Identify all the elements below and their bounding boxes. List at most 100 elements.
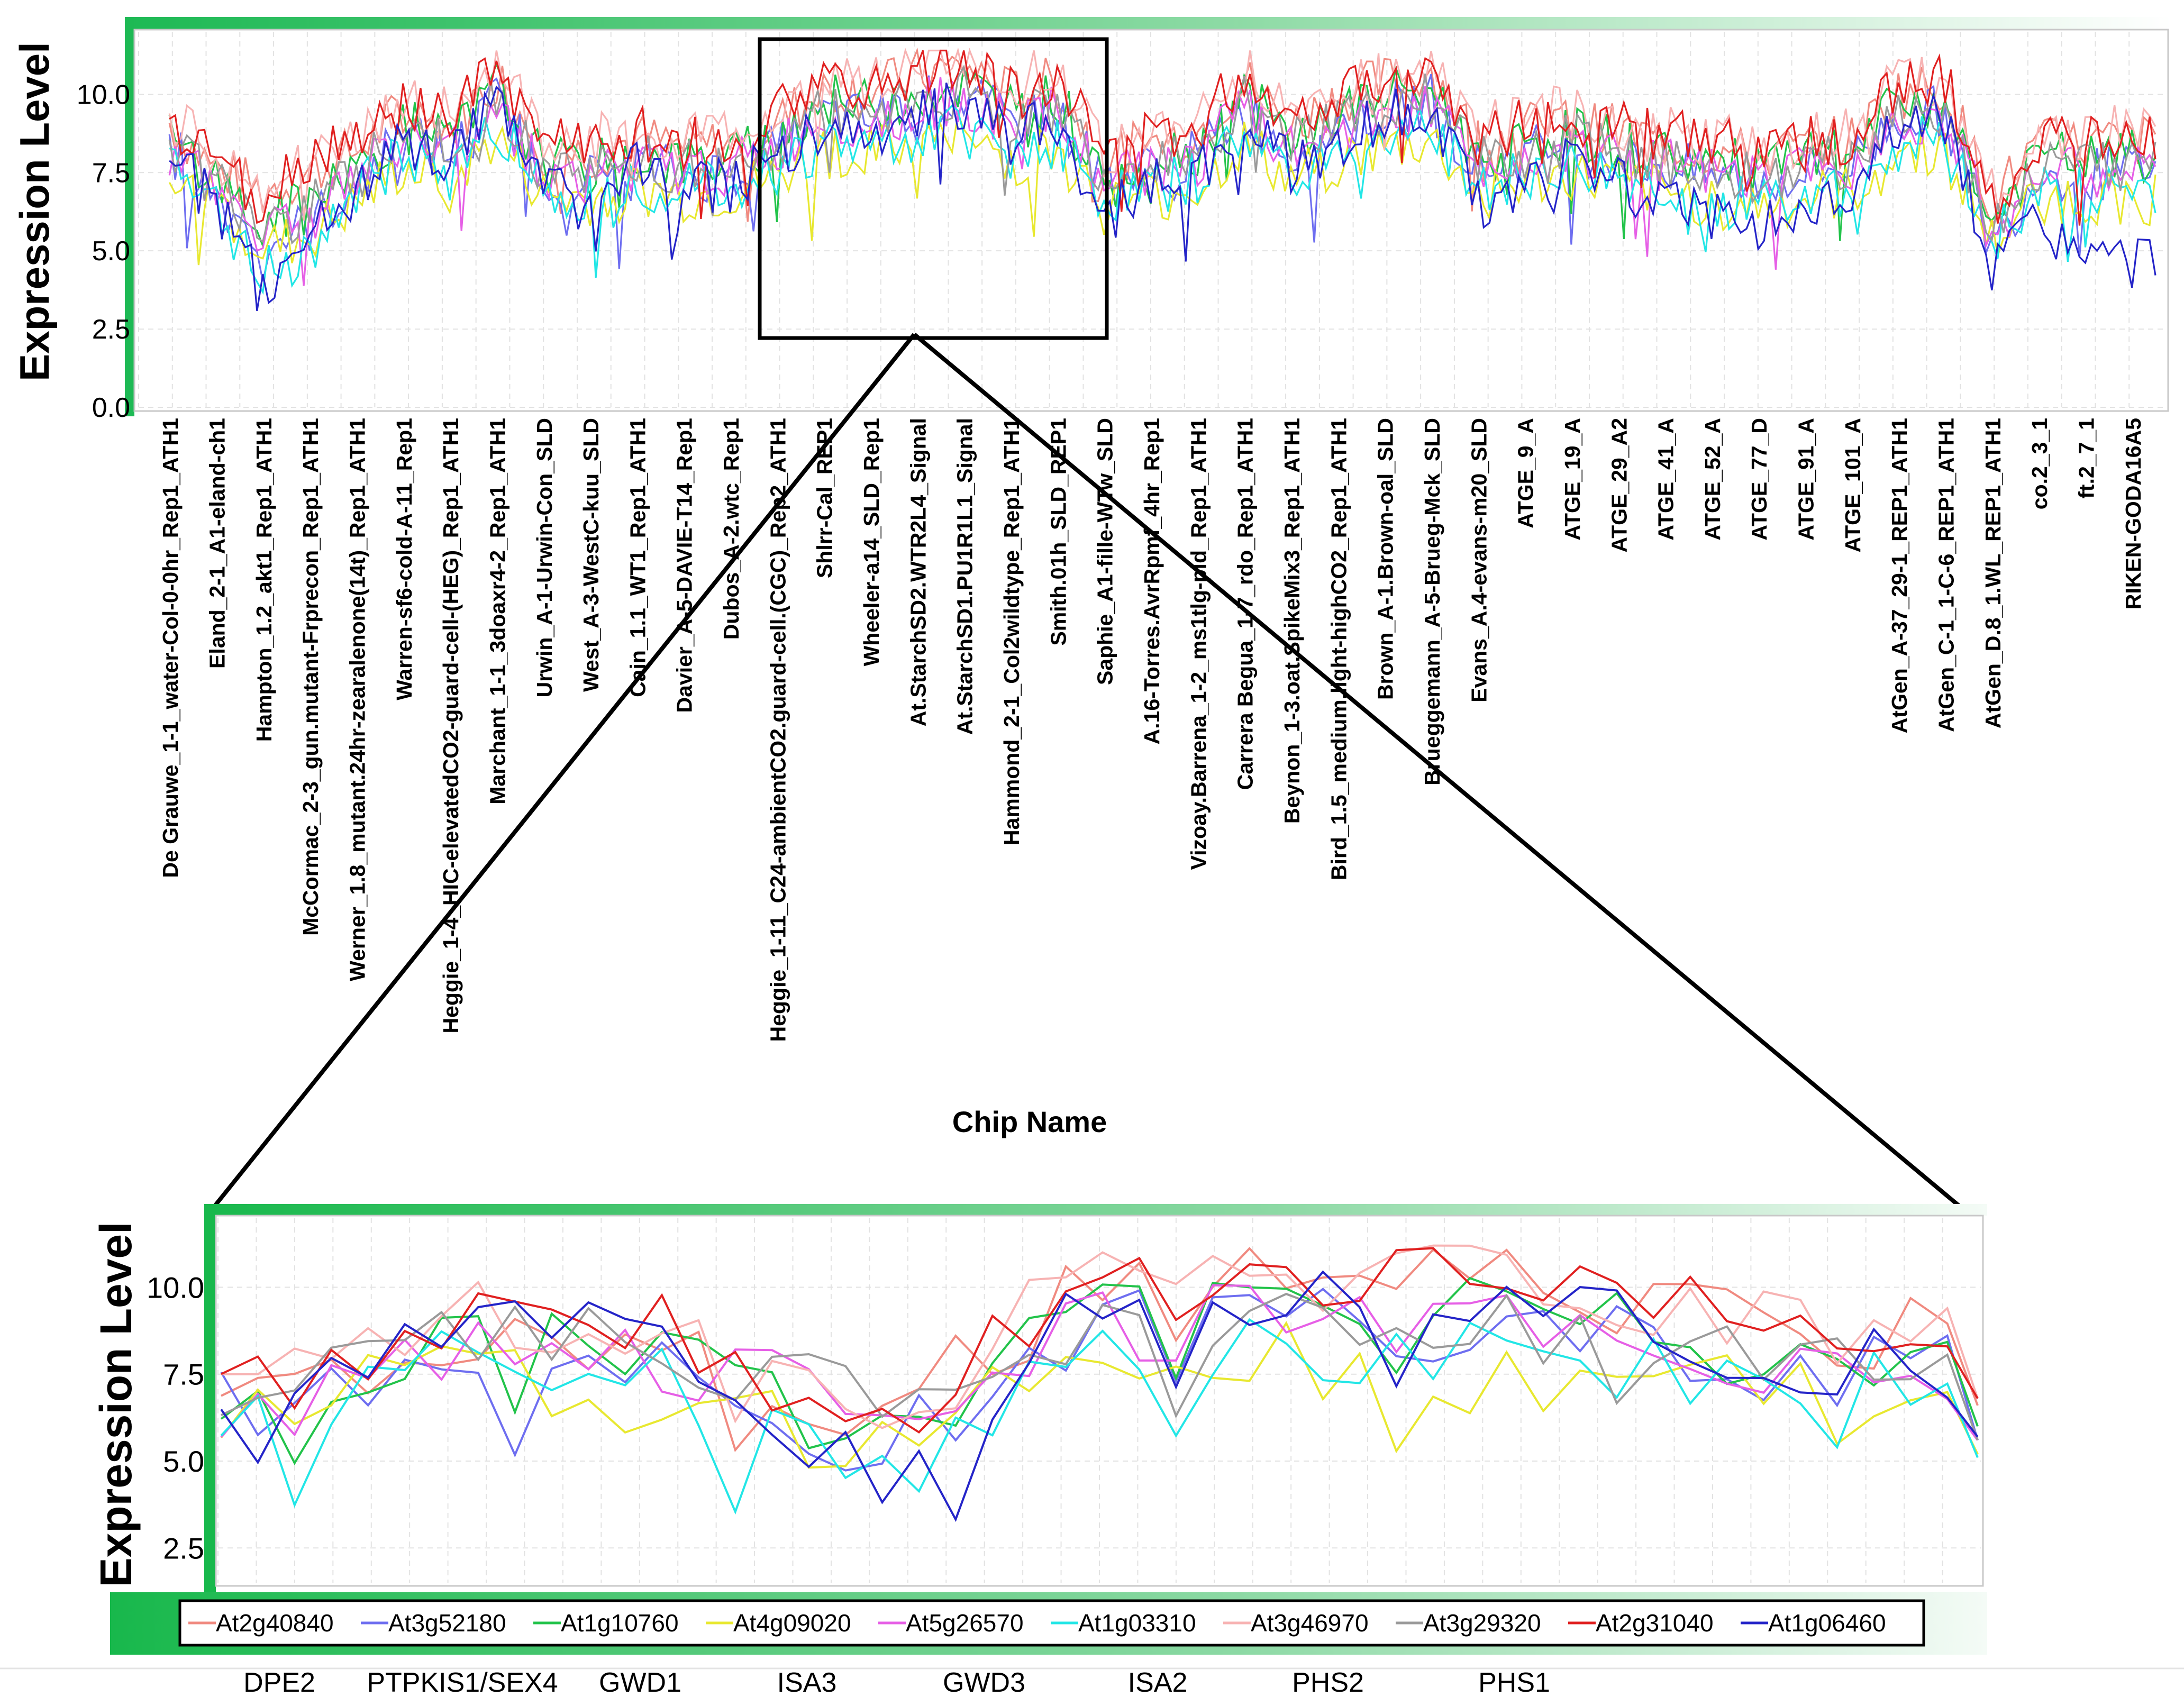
x-tick-label: co.2_3_1 bbox=[2027, 418, 2052, 509]
x-tick-label: Dubos_A-2.wtc_Rep1 bbox=[719, 418, 743, 640]
legend-label: At3g29320 bbox=[1423, 1609, 1541, 1637]
top-chart-frame bbox=[125, 17, 2171, 416]
series-line-At1g03310 bbox=[220, 1318, 1979, 1515]
x-tick-label: Wheeler-a14_SLD_Rep1 bbox=[859, 418, 884, 666]
legend-label: At1g03310 bbox=[1078, 1609, 1196, 1637]
legend-item: At5g26570 bbox=[878, 1609, 1024, 1637]
series-line-At3g46970 bbox=[221, 1244, 1979, 1429]
x-tick-label: Cain_1.1_WT1_Rep1_ATH1 bbox=[625, 418, 650, 697]
y-tick-label: 10.0 bbox=[147, 1271, 204, 1304]
x-tick-label: ATGE_29_A2 bbox=[1607, 418, 1631, 552]
y-tick-label: 2.5 bbox=[92, 314, 130, 345]
x-tick-label: Bird_1.5_medium.light-highCO2_Rep1_ATH1 bbox=[1326, 418, 1351, 880]
series-line-At4g09020 bbox=[168, 113, 2156, 266]
x-tick-label: At.StarchSD2.WTR2L4_Signal bbox=[906, 418, 930, 726]
x-tick-label: McCormac_2-3_gun.mutant-Frprecon_Rep1_AT… bbox=[298, 418, 323, 936]
legend-item: At3g52180 bbox=[361, 1609, 506, 1637]
legend-label: At3g46970 bbox=[1251, 1609, 1369, 1637]
x-tick-label: Eland_2-1_A1-eland-ch1 bbox=[205, 418, 229, 669]
gene-labels: DPE2 PTPKIS1/SEX4 GWD1 ISA3 GWD3 ISA2 PHS2 PHS1 bbox=[243, 1667, 1550, 1697]
legend-label: At2g31040 bbox=[1596, 1609, 1714, 1637]
x-tick-label: Werner_1.8_mutant.24hr-zearalenone(14t)_… bbox=[345, 418, 369, 981]
x-tick-label: Saphie_A1-fille-WTw_SLD bbox=[1093, 418, 1117, 685]
x-tick-label: Heggie_1-11_C24-ambientCO2.guard-cell.(C… bbox=[766, 418, 790, 1042]
legend-label: At4g09020 bbox=[733, 1609, 851, 1637]
top-chart-lines bbox=[168, 47, 2156, 311]
legend-label: At1g06460 bbox=[1768, 1609, 1886, 1637]
legend-label: At3g52180 bbox=[388, 1609, 506, 1637]
series-line-At5g26570 bbox=[220, 1284, 1979, 1441]
legend-label: At2g40840 bbox=[216, 1609, 334, 1637]
y-tick-label: 7.5 bbox=[163, 1358, 204, 1391]
legend-item: At3g29320 bbox=[1396, 1609, 1541, 1637]
x-tick-label: ATGE_9_A bbox=[1514, 418, 1538, 528]
gene-label: ISA3 bbox=[777, 1667, 837, 1697]
gene-label: GWD1 bbox=[599, 1667, 681, 1697]
x-tick-label: AtGen_A-37_29-1_REP1_ATH1 bbox=[1887, 418, 1912, 733]
series-line-At1g06460 bbox=[220, 1270, 1979, 1522]
x-tick-label: Warren-sf6-cold-A-11_Rep1 bbox=[392, 418, 416, 700]
x-tick-label: ATGE_101_A bbox=[1841, 418, 1865, 552]
x-tick-label: Hampton_1.2_akt1_Rep1_ATH1 bbox=[252, 418, 276, 742]
x-tick-label: ATGE_77_D bbox=[1747, 418, 1771, 541]
x-tick-label: AtGen_C-1_1-C-6_REP1_ATH1 bbox=[1934, 418, 1959, 732]
bottom-chart-lines bbox=[220, 1244, 1979, 1522]
top-chart-plot bbox=[138, 32, 2163, 408]
series-line-At1g10760 bbox=[220, 1276, 1979, 1465]
legend-item: At3g46970 bbox=[1223, 1609, 1369, 1637]
bottom-chart-y-axis-label: Expression Level bbox=[91, 1222, 141, 1587]
x-tick-label: ATGE_91_A bbox=[1794, 418, 1818, 541]
gene-label: GWD3 bbox=[943, 1667, 1025, 1697]
top-chart-x-axis-label: Chip Name bbox=[952, 1105, 1107, 1138]
x-tick-label: At.StarchSD1.PU1R1L1_Signal bbox=[953, 418, 977, 735]
y-tick-label: 10.0 bbox=[77, 79, 130, 110]
zoom-selection-box bbox=[758, 37, 1109, 340]
legend: At2g40840 At3g52180 At1g10760 At4g09020 At5g… bbox=[178, 1599, 1925, 1647]
gene-label: PTPKIS1/SEX4 bbox=[367, 1667, 558, 1697]
series-line-At1g06460 bbox=[169, 83, 2156, 311]
bottom-chart-frame bbox=[110, 1204, 1987, 1655]
gene-label: ISA2 bbox=[1128, 1667, 1188, 1697]
top-chart-y-axis-label: Expression Level bbox=[11, 42, 58, 381]
x-tick-label: Davier_A-5-DAVIE-T14_Rep1 bbox=[672, 418, 697, 713]
x-tick-label: ATGE_41_A bbox=[1654, 418, 1678, 541]
series-line-At5g26570 bbox=[168, 77, 2156, 286]
y-tick-label: 5.0 bbox=[163, 1445, 204, 1478]
y-tick-label: 0.0 bbox=[92, 393, 130, 423]
x-tick-label: De Grauwe_1-1_water-Col-0-0hr_Rep1_ATH1 bbox=[158, 418, 183, 878]
x-tick-label: AtGen_D.8_1.WL_REP1_ATH1 bbox=[1981, 418, 2005, 728]
series-line-At2g31040 bbox=[169, 49, 2156, 226]
series-line-At3g29320 bbox=[221, 1292, 1979, 1441]
gene-label: PHS2 bbox=[1292, 1667, 1364, 1697]
series-line-At4g09020 bbox=[220, 1321, 1979, 1469]
top-chart-y-ticks: 0.0 2.5 5.0 7.5 10.0 bbox=[77, 79, 130, 423]
series-line-At3g29320 bbox=[168, 64, 2156, 245]
x-tick-label: A.16-Torres.AvrRpmf_4hr_Rep1 bbox=[1140, 418, 1164, 744]
y-tick-label: 5.0 bbox=[92, 236, 130, 267]
x-tick-label: Hammond_2-1_Col2wildtype_Rep1_ATH1 bbox=[999, 418, 1024, 845]
gene-label: DPE2 bbox=[243, 1667, 315, 1697]
top-chart-x-tick-labels: De Grauwe_1-1_water-Col-0-0hr_Rep1_ATH1 E… bbox=[158, 418, 2145, 1042]
y-tick-label: 2.5 bbox=[163, 1531, 204, 1565]
legend-item: At4g09020 bbox=[706, 1609, 851, 1637]
x-tick-label: RIKEN-GODA16A5 bbox=[2121, 418, 2145, 609]
x-tick-label: Shlrr-Cal_REP1 bbox=[813, 418, 837, 578]
x-tick-label: Heggie_1-4_HIC-elevatedCO2-guard-cell-(H… bbox=[439, 418, 463, 1034]
x-tick-label: Evans_A.4-evans-m20_SLD bbox=[1467, 418, 1491, 702]
x-tick-label: ATGE_52_A bbox=[1700, 418, 1725, 541]
x-tick-label: Brueggemann_A-5-Brueg-Mck_SLD bbox=[1420, 418, 1444, 786]
bottom-chart-y-ticks: 2.5 5.0 7.5 10.0 bbox=[147, 1271, 204, 1565]
x-tick-label: West_A-3-WestC-kuu_SLD bbox=[579, 418, 603, 692]
zoom-connector-right bbox=[913, 332, 1981, 1225]
legend-item: At2g31040 bbox=[1568, 1609, 1714, 1637]
legend-item: At2g40840 bbox=[188, 1609, 334, 1637]
x-tick-label: ATGE_19_A bbox=[1560, 418, 1585, 541]
x-tick-label: Brown_A-1.Brown-oal_SLD bbox=[1373, 418, 1398, 700]
x-tick-label: Beynon_1-3.oat.SpikeMix3_Rep1_ATH1 bbox=[1280, 418, 1304, 824]
x-tick-label: Marchant_1-1_3doaxr4-2_Rep1_ATH1 bbox=[485, 418, 509, 805]
x-tick-label: Vizoay.Barrena_1-2_ms1tlg-pld_Rep1_ATH1 bbox=[1186, 418, 1211, 870]
legend-item: At1g03310 bbox=[1051, 1609, 1196, 1637]
x-tick-label: ft.2_7_1 bbox=[2074, 418, 2099, 499]
series-line-At2g40840 bbox=[221, 1247, 1979, 1453]
